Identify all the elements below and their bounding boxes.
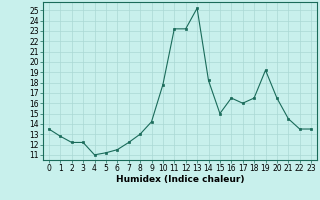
X-axis label: Humidex (Indice chaleur): Humidex (Indice chaleur)	[116, 175, 244, 184]
